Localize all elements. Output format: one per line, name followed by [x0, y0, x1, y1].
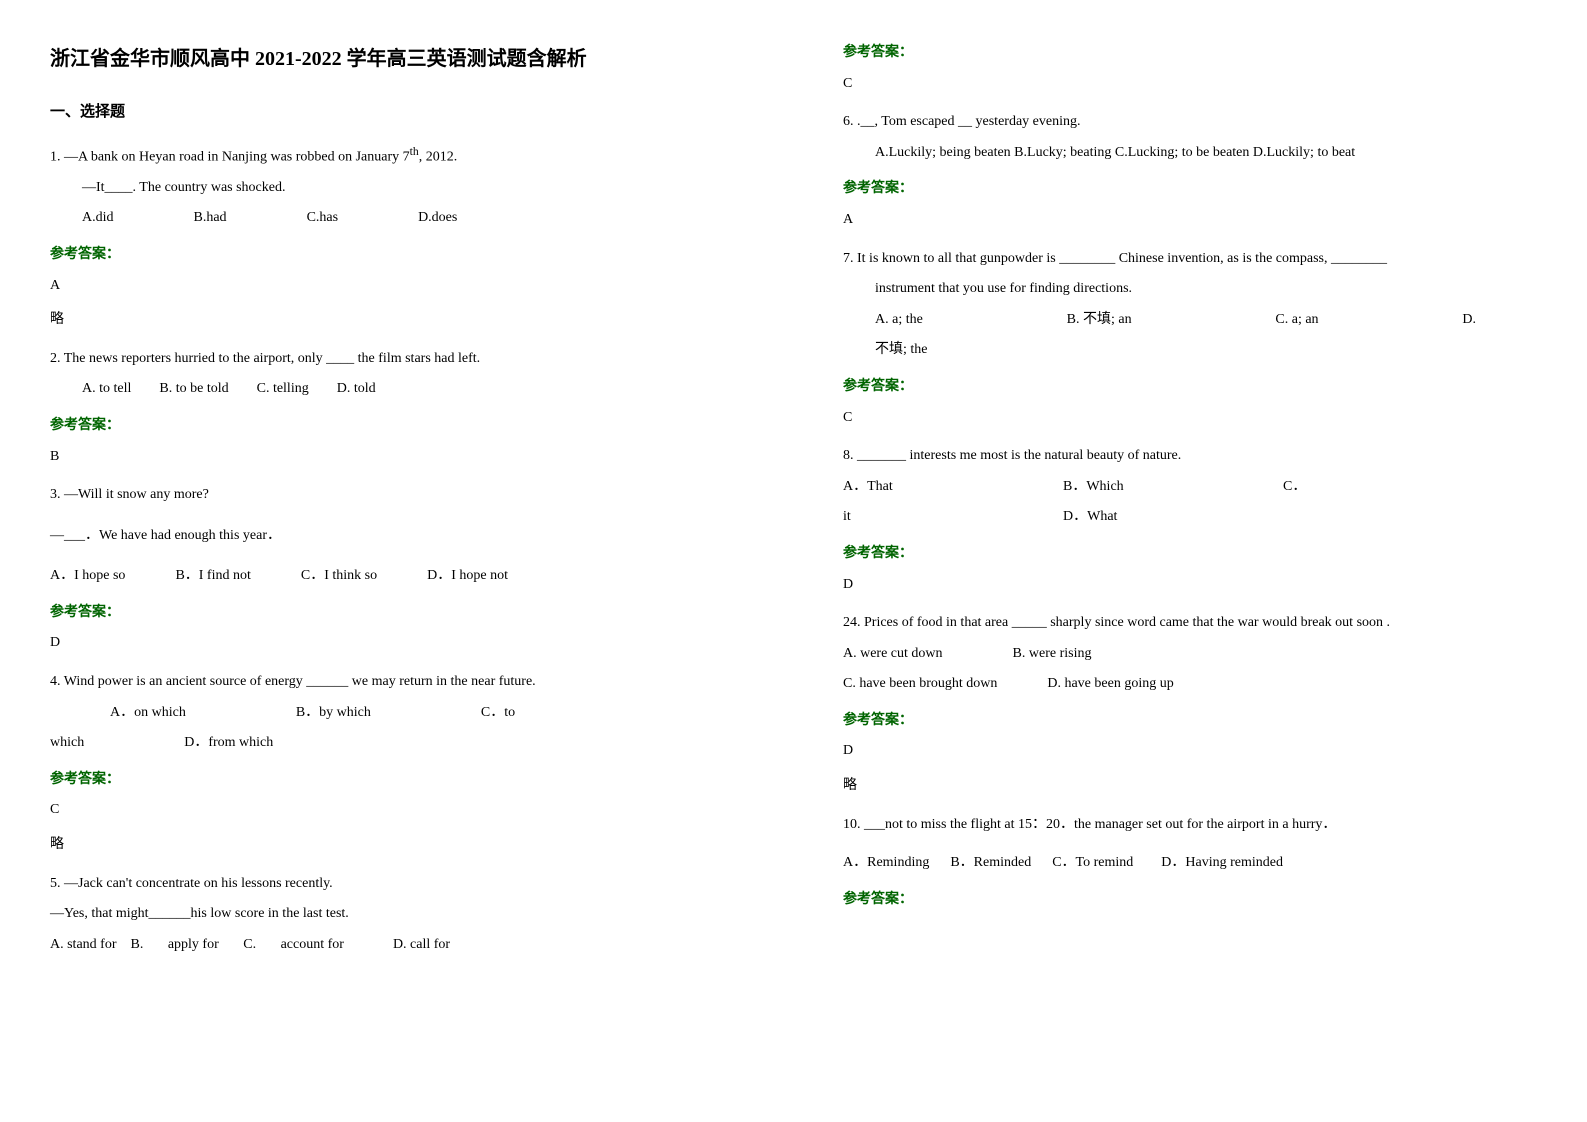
q3-optC: C．I think so [301, 563, 377, 590]
q10-line1: 10. ___not to miss the flight at 15：20．t… [843, 812, 1536, 839]
q8-answer-label: 参考答案： [843, 541, 1536, 568]
q8-opts-row2: it D．What [843, 504, 1536, 531]
q7-answer: C [843, 405, 1536, 432]
q1-stem-b: , 2012. [419, 149, 458, 164]
q1-line2: —It____. The country was shocked. [50, 175, 743, 202]
q24-optD: D. have been going up [1047, 671, 1173, 698]
q1-answer-label: 参考答案： [50, 242, 743, 269]
q5-line1: 5. —Jack can't concentrate on his lesson… [50, 871, 743, 898]
q8-line1: 8. _______ interests me most is the natu… [843, 443, 1536, 470]
q24-optB: B. were rising [1013, 641, 1092, 668]
q4-answer: C [50, 797, 743, 824]
q24-answer: D [843, 738, 1536, 765]
q1-optB: B.had [194, 205, 227, 232]
q5-answer-label: 参考答案： [843, 40, 1536, 67]
q7-optB: B. 不填; an [1067, 307, 1132, 334]
q1-optD: D.does [418, 205, 457, 232]
q6-answer: A [843, 207, 1536, 234]
q7-optA: A. a; the [875, 307, 923, 334]
q4-opts-row2: which D．from which [50, 730, 743, 757]
q1-omit: 略 [50, 307, 743, 334]
q3-optA: A．I hope so [50, 563, 125, 590]
q7-line1: 7. It is known to all that gunpowder is … [843, 246, 1536, 273]
q10-answer-label: 参考答案： [843, 887, 1536, 914]
q2-line1: 2. The news reporters hurried to the air… [50, 346, 743, 373]
q4-optA: A．on which [110, 700, 186, 727]
q5-answer: C [843, 71, 1536, 98]
q3-optB: B．I find not [175, 563, 250, 590]
q3-answer: D [50, 630, 743, 657]
q2-answer: B [50, 444, 743, 471]
q4-opts-row1: A．on which B．by which C．to [50, 700, 743, 727]
q3-options: A．I hope so B．I find not C．I think so D．… [50, 563, 743, 590]
q7-optD2: 不填; the [843, 337, 1536, 364]
q7-optC: C. a; an [1275, 307, 1318, 334]
q1-stem: 1. —A bank on Heyan road in Nanjing was … [50, 141, 743, 171]
q1-answer: A [50, 273, 743, 300]
q10-opts: A．Reminding B．Reminded C．To remind D．Hav… [843, 850, 1536, 877]
q7-opts-row1: A. a; the B. 不填; an C. a; an D. [843, 307, 1536, 334]
q3-line1: 3. —Will it snow any more? [50, 482, 743, 509]
right-column: 参考答案： C 6. .__, Tom escaped __ yesterday… [793, 0, 1586, 1122]
q7-answer-label: 参考答案： [843, 374, 1536, 401]
q8-opts-row1: A．That B．Which C． [843, 474, 1536, 501]
q1-optC: C.has [307, 205, 339, 232]
q24-optA: A. were cut down [843, 641, 943, 668]
q8-optA: A．That [843, 474, 1063, 501]
q8-optC2: it [843, 504, 1063, 531]
q24-answer-label: 参考答案： [843, 708, 1536, 735]
q1-stem-a: 1. —A bank on Heyan road in Nanjing was … [50, 149, 410, 164]
q8-optB: B．Which [1063, 474, 1283, 501]
q8-answer: D [843, 572, 1536, 599]
q8-optC: C． [1283, 474, 1306, 501]
q4-omit: 略 [50, 832, 743, 859]
q4-optC: C．to [481, 700, 515, 727]
q5-opts: A. stand for B. apply for C. account for… [50, 932, 743, 959]
q24-line1: 24. Prices of food in that area _____ sh… [843, 610, 1536, 637]
q4-optB: B．by which [296, 700, 371, 727]
q4-answer-label: 参考答案： [50, 767, 743, 794]
q24-opts-row2: C. have been brought down D. have been g… [843, 671, 1536, 698]
q1-sup: th [410, 145, 419, 158]
q3-optD: D．I hope not [427, 563, 508, 590]
q3-line2: —___．We have had enough this year． [50, 523, 743, 550]
q24-omit: 略 [843, 773, 1536, 800]
q3-answer-label: 参考答案： [50, 600, 743, 627]
q7-optD: D. [1462, 307, 1476, 334]
left-column: 浙江省金华市顺风高中 2021-2022 学年高三英语测试题含解析 一、选择题 … [0, 0, 793, 1122]
q1-options: A.did B.had C.has D.does [50, 205, 743, 232]
q6-line1: 6. .__, Tom escaped __ yesterday evening… [843, 109, 1536, 136]
q4-optC2: which [50, 730, 84, 757]
q2-answer-label: 参考答案： [50, 413, 743, 440]
page-title: 浙江省金华市顺风高中 2021-2022 学年高三英语测试题含解析 [50, 40, 743, 78]
q6-opts: A.Luckily; being beaten B.Lucky; beating… [843, 140, 1536, 167]
q8-optD: D．What [1063, 504, 1117, 531]
q1-optA: A.did [82, 205, 114, 232]
q5-line2: —Yes, that might______his low score in t… [50, 901, 743, 928]
q2-opts: A. to tell B. to be told C. telling D. t… [50, 376, 743, 403]
section-header: 一、选择题 [50, 98, 743, 127]
q24-optC: C. have been brought down [843, 671, 997, 698]
q4-optD: D．from which [184, 730, 273, 757]
q7-line2: instrument that you use for finding dire… [843, 276, 1536, 303]
q24-opts-row1: A. were cut down B. were rising [843, 641, 1536, 668]
q6-answer-label: 参考答案： [843, 176, 1536, 203]
q4-line1: 4. Wind power is an ancient source of en… [50, 669, 743, 696]
